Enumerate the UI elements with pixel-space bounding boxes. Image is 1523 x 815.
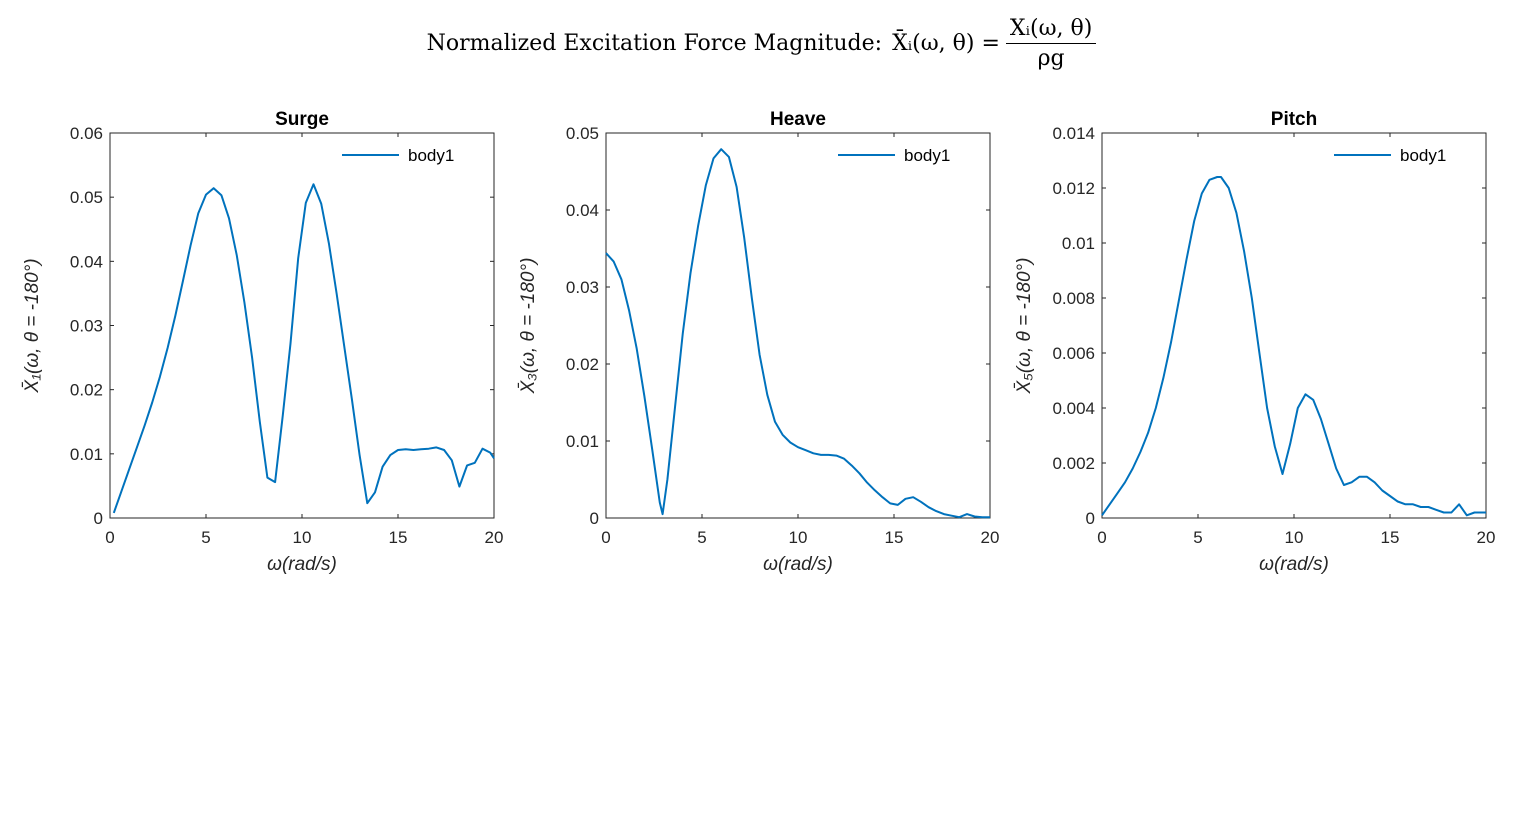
x-tick-label: 10	[293, 528, 312, 547]
x-tick-label: 15	[885, 528, 904, 547]
suptitle-denominator: ρg	[1037, 45, 1065, 71]
x-tick-label: 0	[1097, 528, 1106, 547]
y-axis-label: X̄₃(ω, θ = -180°)	[518, 258, 539, 395]
series-line-body1	[605, 148, 990, 519]
y-tick-label: 0.004	[1052, 399, 1095, 418]
y-axis-label: X̄₁(ω, θ = -180°)	[22, 258, 43, 393]
y-tick-label: 0.012	[1052, 179, 1095, 198]
plot-area	[1101, 132, 1487, 519]
plot-area	[109, 132, 495, 519]
y-tick-label: 0	[1086, 509, 1095, 528]
y-tick-label: 0.01	[70, 445, 103, 464]
y-tick-label: 0.02	[566, 355, 599, 374]
series-line-body1	[112, 183, 495, 514]
suptitle-fraction: Xᵢ(ω, θ) ρg	[1005, 16, 1097, 71]
plot-area	[605, 132, 991, 519]
x-tick-label: 5	[201, 528, 210, 547]
y-tick-label: 0	[94, 509, 103, 528]
charts-layer: 0 5 10 15 20 0 0.01 0.02 0.03 0.04 0.05 0.06 Surge ω(…	[22, 109, 1495, 575]
figure-suptitle: Normalized Excitation Force Magnitude: X…	[0, 8, 1523, 78]
y-tick-label: 0.06	[70, 124, 103, 143]
y-tick-label: 0.014	[1052, 124, 1095, 143]
suptitle-prefix: Normalized Excitation Force Magnitude:	[426, 30, 883, 56]
y-tick-label: 0.01	[566, 432, 599, 451]
x-axis-label: ω(rad/s)	[763, 554, 833, 575]
x-tick-label: 20	[1477, 528, 1496, 547]
y-axis-label: X̄₅(ω, θ = -180°)	[1014, 258, 1035, 395]
chart-title: Surge	[275, 109, 329, 130]
legend-label: body1	[904, 146, 950, 165]
x-tick-label: 20	[981, 528, 1000, 547]
chart-title: Pitch	[1271, 109, 1317, 130]
legend-label: body1	[1400, 146, 1446, 165]
series-line-body1	[1101, 176, 1486, 517]
y-tick-label: 0	[590, 509, 599, 528]
y-tick-label: 0.03	[566, 278, 599, 297]
y-tick-label: 0.03	[70, 317, 103, 336]
x-tick-label: 15	[389, 528, 408, 547]
chart-surge: 0 5 10 15 20 0 0.01 0.02 0.03 0.04 0.05 0.06 Surge ω(…	[22, 109, 503, 575]
y-tick-label: 0.05	[566, 124, 599, 143]
x-axis-label: ω(rad/s)	[267, 554, 337, 575]
chart-heave: 0 5 10 15 20 0 0.01 0.02 0.03 0.04 0.05 Heave ω(rad/…	[518, 109, 999, 575]
suptitle-numerator: Xᵢ(ω, θ)	[1005, 16, 1097, 44]
y-tick-label: 0.05	[70, 188, 103, 207]
x-tick-label: 5	[697, 528, 706, 547]
y-tick-label: 0.002	[1052, 454, 1095, 473]
y-tick-label: 0.04	[566, 201, 599, 220]
x-tick-label: 0	[105, 528, 114, 547]
x-tick-label: 0	[601, 528, 610, 547]
x-axis-label: ω(rad/s)	[1259, 554, 1329, 575]
chart-pitch: 0 5 10 15 20 0 0.002 0.004 0.006 0.008 0.01 0.012 0.…	[1014, 109, 1495, 575]
y-tick-label: 0.02	[70, 381, 103, 400]
x-tick-label: 10	[1285, 528, 1304, 547]
x-tick-label: 10	[789, 528, 808, 547]
x-tick-label: 20	[485, 528, 504, 547]
chart-title: Heave	[770, 109, 826, 130]
y-tick-label: 0.04	[70, 252, 103, 271]
x-tick-label: 5	[1193, 528, 1202, 547]
y-tick-label: 0.006	[1052, 344, 1095, 363]
y-tick-label: 0.008	[1052, 289, 1095, 308]
x-tick-label: 15	[1381, 528, 1400, 547]
suptitle-lhs: X̄ᵢ(ω, θ) =	[892, 30, 1000, 56]
y-tick-label: 0.01	[1062, 234, 1095, 253]
legend-label: body1	[408, 146, 454, 165]
